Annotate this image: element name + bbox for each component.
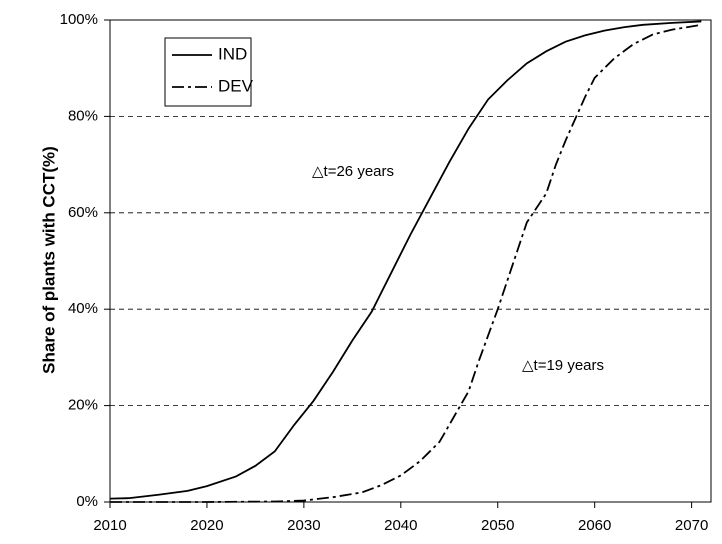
legend-label: DEV: [218, 76, 254, 95]
plot-frame: [109, 19, 712, 503]
y-tick-label: 100%: [60, 11, 98, 28]
legend-box: [164, 37, 252, 107]
annotation: △t=26 years: [312, 163, 394, 180]
x-tick-label: 2050: [481, 517, 514, 534]
y-tick-label: 0%: [76, 493, 98, 510]
annotation: △t=19 years: [522, 357, 604, 374]
x-tick-label: 2060: [578, 517, 611, 534]
x-tick-label: 2010: [93, 517, 126, 534]
y-tick-label: 20%: [68, 397, 98, 414]
series-line: [109, 20, 702, 500]
y-tick-label: 40%: [68, 300, 98, 317]
y-tick-label: 80%: [68, 107, 98, 124]
x-tick-label: 2030: [287, 517, 320, 534]
x-tick-label: 2070: [675, 517, 708, 534]
x-tick-label: 2020: [190, 517, 223, 534]
series-line: [110, 23, 702, 503]
legend-label: IND: [218, 44, 247, 63]
x-tick-label: 2040: [384, 517, 417, 534]
y-tick-label: 60%: [68, 204, 98, 221]
y-axis-title: Share of plants with CCT(%): [39, 146, 58, 374]
